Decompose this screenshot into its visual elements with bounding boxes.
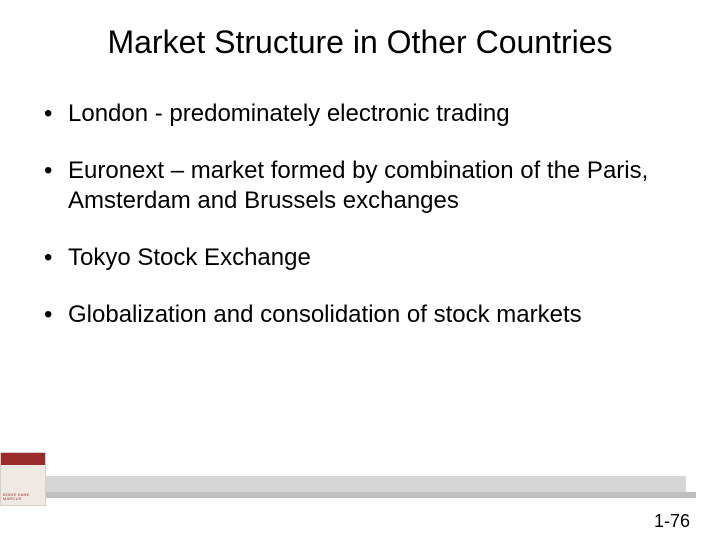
slide: Market Structure in Other Countries Lond… (0, 0, 720, 540)
bullet-item: Tokyo Stock Exchange (40, 243, 680, 272)
slide-footer: BODIE KANE MARCUS (0, 466, 720, 506)
logo-text: BODIE KANE MARCUS (3, 493, 45, 501)
page-number: 1-76 (654, 511, 690, 532)
bullet-item: Euronext – market formed by combination … (40, 156, 680, 215)
bullet-list: London - predominately electronic tradin… (40, 99, 680, 329)
bullet-item: Globalization and consolidation of stock… (40, 300, 680, 329)
footer-bar-dark (46, 492, 696, 498)
publisher-logo: BODIE KANE MARCUS (0, 452, 46, 506)
slide-title: Market Structure in Other Countries (40, 24, 680, 61)
bullet-item: London - predominately electronic tradin… (40, 99, 680, 128)
